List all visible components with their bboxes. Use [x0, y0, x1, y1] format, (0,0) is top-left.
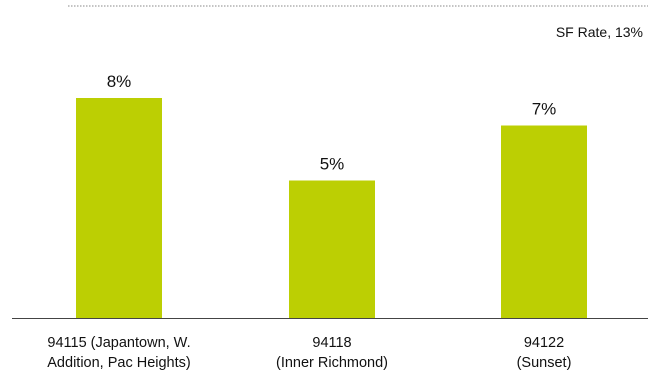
bar-1: [76, 98, 162, 318]
bar-series: 8% 5% 7%: [76, 72, 587, 318]
bar-3: [501, 125, 587, 318]
category-label-1-line-1: 94115 (Japantown, W.: [47, 335, 190, 351]
category-label-3-line-1: 94122: [524, 335, 564, 351]
category-label-2-line-1: 94118: [312, 335, 351, 351]
bar-2: [289, 180, 375, 318]
reference-line-label: SF Rate, 13%: [556, 24, 643, 40]
category-label-3-line-2: (Sunset): [517, 355, 572, 371]
bar-3-value-label: 7%: [532, 100, 557, 119]
category-label-1-line-2: Addition, Pac Heights): [47, 355, 190, 371]
category-labels: 94115 (Japantown, W. Addition, Pac Height…: [47, 335, 571, 371]
bar-1-value-label: 8%: [107, 72, 132, 91]
category-label-2-line-2: (Inner Richmond): [276, 355, 388, 371]
bar-2-value-label: 5%: [320, 155, 345, 174]
